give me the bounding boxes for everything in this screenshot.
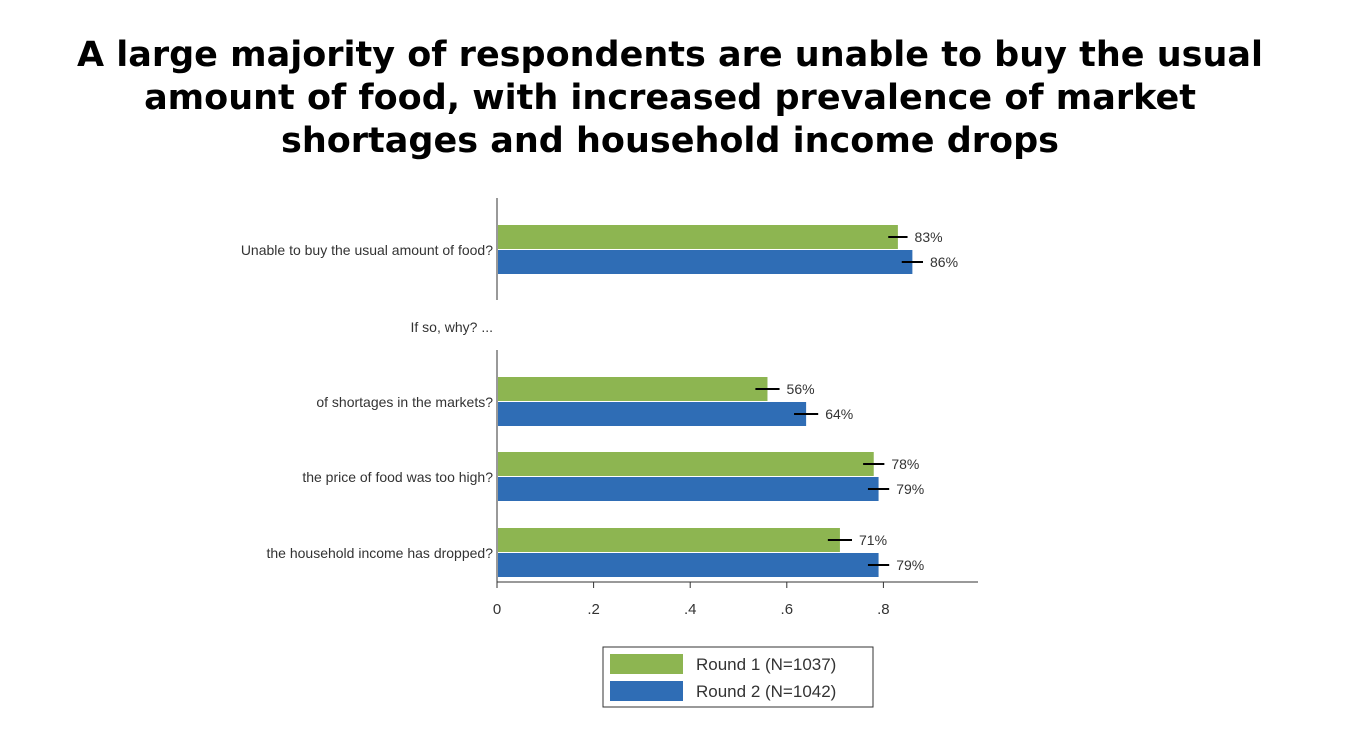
legend-swatch — [610, 654, 683, 674]
data-label: 71% — [859, 532, 887, 548]
y-category-label: of shortages in the markets? — [316, 394, 493, 410]
data-label: 64% — [825, 406, 853, 422]
axis-gap — [496, 300, 499, 350]
bar — [498, 377, 768, 401]
data-label: 79% — [896, 557, 924, 573]
legend-label: Round 2 (N=1042) — [696, 682, 836, 701]
y-category-label: If so, why? ... — [411, 319, 493, 335]
bar — [498, 528, 840, 552]
bar — [498, 477, 879, 501]
x-tick-label: .6 — [781, 601, 794, 618]
x-tick-label: 0 — [493, 601, 501, 618]
y-category-label: the household income has dropped? — [266, 545, 493, 561]
y-category-label: Unable to buy the usual amount of food? — [241, 242, 493, 258]
data-label: 56% — [787, 381, 815, 397]
bar — [498, 402, 807, 426]
data-label: 78% — [891, 456, 919, 472]
bar — [498, 250, 913, 274]
bar — [498, 225, 898, 249]
chart-title: A large majority of respondents are unab… — [0, 34, 1340, 163]
bar — [498, 553, 879, 577]
chart-title-line-2: amount of food, with increased prevalenc… — [144, 78, 1196, 118]
chart-title-line-1: A large majority of respondents are unab… — [76, 35, 1264, 75]
x-tick-label: .2 — [587, 601, 600, 618]
legend-swatch — [610, 681, 683, 701]
y-category-label: the price of food was too high? — [302, 469, 493, 485]
x-tick-label: .4 — [684, 601, 697, 618]
legend-label: Round 1 (N=1037) — [696, 655, 836, 674]
bar — [498, 452, 874, 476]
data-label: 79% — [896, 481, 924, 497]
data-label: 83% — [915, 229, 943, 245]
data-label: 86% — [930, 254, 958, 270]
x-tick-label: .8 — [877, 601, 890, 618]
chart-title-line-3: shortages and household income drops — [281, 121, 1059, 161]
